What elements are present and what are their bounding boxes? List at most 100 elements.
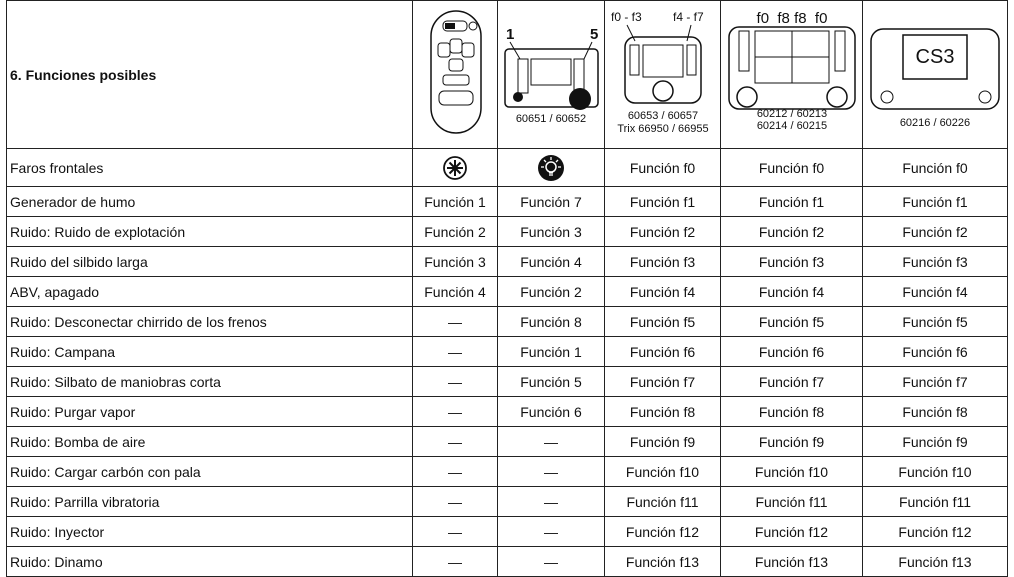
function-cell: Función f1 [720,186,863,217]
table-title: 6. Funciones posibles [6,0,413,149]
device-model: 60216 / 60226 [900,117,970,129]
central-station-icon: f0 f8 f8 f0 60212 / 60213 60214 / 60215 [728,10,856,132]
function-cell: Función f11 [604,486,721,517]
function-cell: Función f5 [604,306,721,337]
function-cell: Función f13 [862,546,1008,577]
function-cell: Función f3 [862,246,1008,277]
function-name: Ruido: Campana [6,336,413,367]
light-icon [443,155,467,180]
function-cell: Función f1 [604,186,721,217]
function-cell: — [412,396,498,427]
function-cell: Función f9 [862,426,1008,457]
function-name: Ruido: Parrilla vibratoria [6,486,413,517]
light-icon [538,154,564,181]
function-cell: Función f9 [720,426,863,457]
function-cell: Función f3 [720,246,863,277]
device-model-name: CS3 [916,46,955,68]
function-cell: Función f4 [862,276,1008,307]
function-cell: Función f6 [862,336,1008,367]
function-name: Ruido: Silbato de maniobras corta [6,366,413,397]
function-cell: Función 6 [497,396,605,427]
function-name: ABV, apagado [6,276,413,307]
function-cell: Función 7 [497,186,605,217]
function-cell: Función f7 [720,366,863,397]
function-name: Ruido: Desconectar chirrido de los freno… [6,306,413,337]
function-name: Ruido: Inyector [6,516,413,547]
button-label: 5 [590,26,598,43]
function-cell: Función f6 [720,336,863,367]
function-cell: Función f4 [604,276,721,307]
function-cell: — [412,306,498,337]
function-cell: Función f2 [862,216,1008,247]
function-cell: Función f10 [604,456,721,487]
table-row: Ruido: Purgar vapor — Función 6 Función f8 F… [6,396,1008,427]
function-cell: Función f7 [604,366,721,397]
function-cell: — [412,366,498,397]
table-row: Ruido: Cargar carbón con pala — — Función f… [6,456,1008,487]
function-cell: Función f10 [862,456,1008,487]
table-row: Ruido: Bomba de aire — — Función f9 Función … [6,426,1008,457]
function-cell: Función 1 [497,336,605,367]
table-row: ABV, apagado Función 4 Función 2 Función f4… [6,276,1008,307]
function-cell: Función 1 [412,186,498,217]
function-cell: Función f2 [604,216,721,247]
function-name: Ruido: Cargar carbón con pala [6,456,413,487]
device-model: Trix 66950 / 66955 [617,123,708,135]
button-label: f4 - f7 [673,10,704,24]
cs3-icon: CS3 60216 / 60226 [870,28,1000,129]
function-cell: Función f0 [720,148,863,187]
function-cell: — [412,456,498,487]
function-cell: Función f0 [862,148,1008,187]
icon-cell [412,148,498,187]
table-row: Ruido: Dinamo — — Función f13 Función f13 Fun… [6,546,1008,577]
table-row: Ruido: Parrilla vibratoria — — Función f11 F… [6,486,1008,517]
function-cell: Función f3 [604,246,721,277]
header-row: 6. Funciones posibles 1 5 [6,0,1008,149]
function-cell: Función f4 [720,276,863,307]
function-cell: Función f11 [720,486,863,517]
function-cell: Función f8 [604,396,721,427]
function-cell: Función f8 [862,396,1008,427]
function-cell: Función 3 [412,246,498,277]
function-cell: — [412,486,498,517]
mobile-station-2-icon: f0 - f3 f4 - f7 60653 / 60657 Trix 66950… [611,10,709,135]
function-cell: Función f10 [720,456,863,487]
function-cell: Función f5 [720,306,863,337]
device-model: 60214 / 60215 [757,120,827,132]
table-row: Ruido: Campana — Función 1 Función f6 Funció… [6,336,1008,367]
table-row: Ruido: Desconectar chirrido de los freno… [6,306,1008,337]
function-cell: Función f8 [720,396,863,427]
function-cell: Función f7 [862,366,1008,397]
button-label: 1 [506,26,514,43]
function-cell: Función f2 [720,216,863,247]
function-name: Ruido: Ruido de explotación [6,216,413,247]
button-label: f0 - f3 [611,10,642,24]
table-row: Generador de humo Función 1 Función 7 Funci… [6,186,1008,217]
function-cell: Función f0 [604,148,721,187]
device-model: 60653 / 60657 [628,110,698,122]
function-cell: Función 2 [497,276,605,307]
device-model: 60212 / 60213 [757,108,827,120]
function-cell: Función 4 [412,276,498,307]
device-cell: CS3 60216 / 60226 [862,0,1008,149]
device-cell: f0 - f3 f4 - f7 60653 / 60657 Trix 66950… [604,0,721,149]
function-cell: Función f1 [862,186,1008,217]
function-cell: Función 2 [412,216,498,247]
function-cell: Función f5 [862,306,1008,337]
button-label: f0 f8 f8 f0 [757,10,828,27]
device-model: 60651 / 60652 [516,113,586,125]
device-cell [412,0,498,149]
function-cell: Función f6 [604,336,721,367]
table-row: Faros frontales Función f0 Función f0 Funci… [6,148,1008,187]
function-cell: Función f13 [604,546,721,577]
function-cell: Función f12 [720,516,863,547]
functions-table: 6. Funciones posibles 1 5 [6,0,1008,577]
function-name: Ruido: Dinamo [6,546,413,577]
function-name: Faros frontales [6,148,413,187]
device-cell: 1 5 60651 / 60652 [497,0,605,149]
function-cell: Función f11 [862,486,1008,517]
function-cell: Función f13 [720,546,863,577]
function-cell: — [412,546,498,577]
function-name: Generador de humo [6,186,413,217]
